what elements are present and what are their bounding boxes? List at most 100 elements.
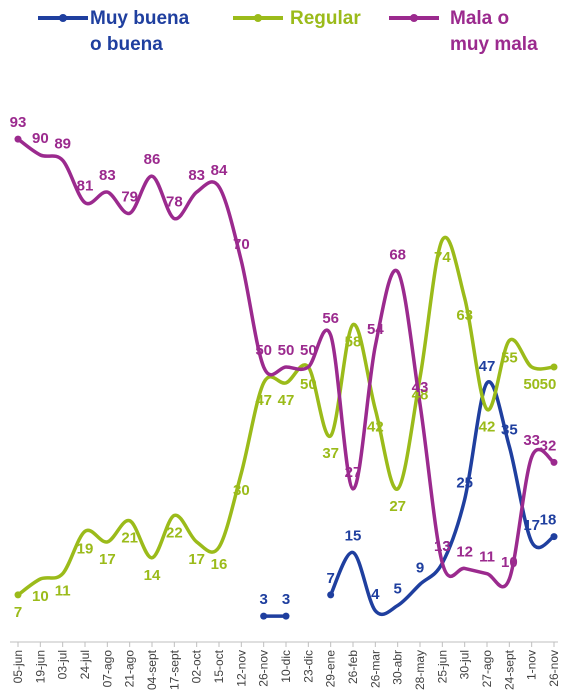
x-tick-label: 30-jul bbox=[458, 650, 472, 679]
data-label: 74 bbox=[434, 249, 451, 266]
data-label: 22 bbox=[166, 524, 183, 541]
x-tick-label: 1-nov bbox=[525, 650, 539, 680]
legend-label: muy mala bbox=[450, 34, 538, 55]
legend-entry-2: Mala o muy mala bbox=[389, 8, 538, 55]
data-label: 7 bbox=[14, 604, 22, 621]
data-label: 48 bbox=[412, 387, 429, 404]
data-label: 7 bbox=[326, 570, 334, 587]
data-label: 18 bbox=[540, 512, 557, 529]
data-label: 68 bbox=[389, 247, 406, 264]
data-label: 83 bbox=[188, 167, 205, 184]
legend: Muy buena o buena Regular Mala o muy mala bbox=[38, 8, 538, 55]
data-label: 14 bbox=[144, 567, 161, 584]
x-tick-label: 24-sept bbox=[502, 649, 516, 690]
x-tick-label: 28-may bbox=[413, 650, 427, 690]
x-tick-label: 26-nov bbox=[547, 650, 561, 687]
x-tick-label: 26-mar bbox=[368, 650, 382, 688]
x-tick-label: 03-jul bbox=[56, 650, 70, 679]
series-line-0 bbox=[328, 380, 556, 617]
data-label: 79 bbox=[121, 188, 138, 205]
point-marker bbox=[550, 533, 558, 541]
x-tick-label: 24-jul bbox=[78, 650, 92, 679]
data-label: 47 bbox=[255, 392, 272, 409]
legend-swatch-marker bbox=[410, 14, 418, 22]
series-lines bbox=[14, 135, 558, 620]
legend-label: Mala o bbox=[450, 8, 509, 29]
legend-entry-0: Muy buena o buena bbox=[38, 8, 190, 55]
data-label: 58 bbox=[345, 334, 362, 351]
data-label: 16 bbox=[211, 556, 228, 573]
x-tick-label: 02-oct bbox=[190, 649, 204, 683]
data-label: 42 bbox=[367, 418, 384, 435]
data-label: 50 bbox=[300, 342, 317, 359]
data-label: 47 bbox=[479, 358, 496, 375]
data-label: 4 bbox=[371, 586, 380, 603]
x-tick-label: 19-jun bbox=[33, 650, 47, 683]
data-label: 43 bbox=[412, 379, 429, 396]
data-label: 63 bbox=[456, 307, 473, 324]
data-label: 55 bbox=[501, 350, 518, 367]
data-label: 89 bbox=[54, 135, 71, 152]
point-marker bbox=[14, 135, 22, 143]
x-tick-label: 26-nov bbox=[257, 650, 271, 687]
x-tick-label: 10-dic bbox=[279, 650, 293, 683]
x-tick-label: 15-oct bbox=[212, 649, 226, 683]
data-label: 19 bbox=[77, 540, 94, 557]
x-tick-label: 23-dic bbox=[301, 650, 315, 683]
data-label: 78 bbox=[166, 194, 183, 211]
point-marker bbox=[550, 458, 558, 466]
x-tick-label: 26-feb bbox=[346, 650, 360, 684]
data-label: 35 bbox=[501, 422, 518, 439]
legend-label: Muy buena bbox=[90, 8, 190, 29]
data-label: 9 bbox=[416, 559, 424, 576]
series-line-2 bbox=[16, 137, 556, 589]
legend-swatch-marker bbox=[254, 14, 262, 22]
data-label: 50 bbox=[300, 376, 317, 393]
data-label: 84 bbox=[211, 162, 228, 179]
data-label: 17 bbox=[99, 551, 116, 568]
data-label: 81 bbox=[77, 178, 94, 195]
x-tick-label: 04-sept bbox=[145, 649, 159, 690]
legend-label: o buena bbox=[90, 34, 163, 55]
data-label: 5 bbox=[393, 581, 401, 598]
data-label: 70 bbox=[233, 236, 250, 253]
x-tick-label: 25-jun bbox=[435, 650, 449, 683]
data-label: 11 bbox=[55, 583, 71, 600]
data-label: 21 bbox=[121, 530, 138, 547]
data-label: 10 bbox=[32, 588, 49, 605]
data-label: 15 bbox=[345, 528, 362, 545]
data-label: 13 bbox=[434, 538, 451, 555]
data-label: 13 bbox=[434, 538, 451, 555]
data-label: 17 bbox=[188, 551, 205, 568]
x-tick-label: 21-ago bbox=[123, 650, 137, 688]
data-label: 50 bbox=[255, 342, 272, 359]
point-marker bbox=[282, 612, 290, 620]
legend-entry-1: Regular bbox=[233, 8, 361, 29]
data-label: 3 bbox=[259, 591, 267, 608]
x-tick-label: 29-ene bbox=[324, 650, 338, 688]
x-tick-label: 05-jun bbox=[11, 650, 25, 683]
data-label: 42 bbox=[479, 418, 496, 435]
x-tick-label: 07-ago bbox=[100, 650, 114, 688]
data-label: 54 bbox=[367, 321, 384, 338]
data-label: 3 bbox=[282, 591, 290, 608]
data-label: 12 bbox=[456, 543, 473, 560]
data-label: 27 bbox=[345, 464, 362, 481]
legend-swatch-marker bbox=[59, 14, 67, 22]
data-label: 27 bbox=[389, 498, 406, 515]
data-label: 47 bbox=[278, 392, 295, 409]
point-marker bbox=[327, 591, 335, 599]
data-label: 93 bbox=[10, 114, 27, 131]
series-line-1 bbox=[16, 235, 556, 597]
data-label: 56 bbox=[322, 310, 339, 327]
x-tick-label: 12-nov bbox=[234, 650, 248, 687]
data-label: 33 bbox=[523, 432, 540, 449]
data-label: 17 bbox=[523, 517, 540, 534]
point-marker bbox=[260, 612, 268, 620]
data-label: 37 bbox=[322, 445, 339, 462]
data-label: 90 bbox=[32, 130, 49, 147]
data-label: 83 bbox=[99, 167, 116, 184]
data-label: 25 bbox=[456, 475, 473, 492]
x-tick-label: 30-abr bbox=[391, 650, 405, 685]
